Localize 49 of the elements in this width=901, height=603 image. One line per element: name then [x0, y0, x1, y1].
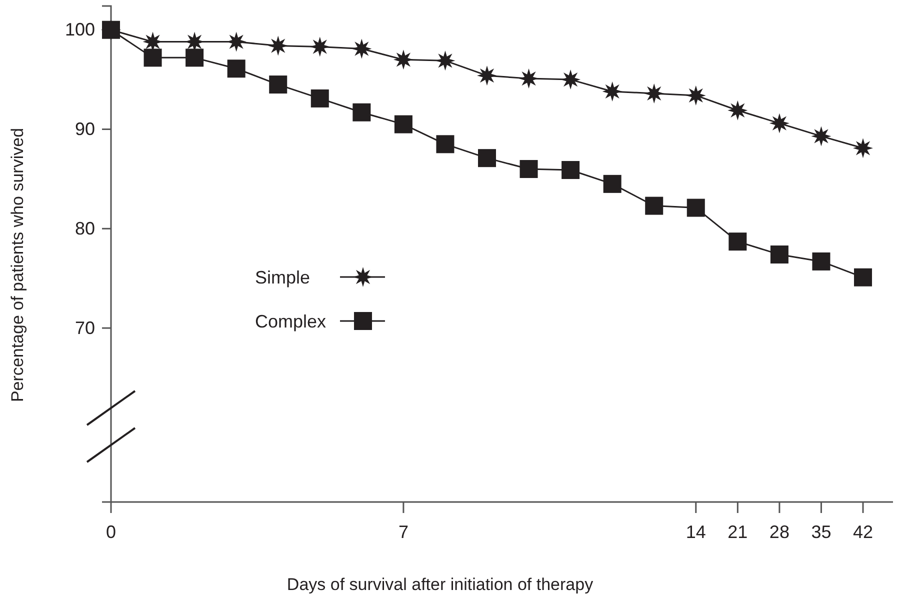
point	[728, 100, 748, 120]
point	[352, 103, 371, 122]
y-tick-label: 70	[74, 318, 95, 338]
point	[478, 149, 496, 168]
point	[769, 113, 790, 134]
point	[436, 135, 454, 154]
point	[186, 48, 204, 67]
point	[268, 36, 288, 56]
x-tick-label: 21	[728, 522, 748, 542]
point	[393, 50, 414, 70]
point	[645, 196, 664, 215]
point	[686, 198, 705, 217]
x-axis-title: Days of survival after initiation of therapy	[286, 575, 594, 594]
point	[686, 85, 706, 106]
point	[728, 232, 747, 251]
point	[644, 83, 664, 104]
point	[562, 161, 580, 180]
point	[811, 126, 832, 146]
y-tick-label: 90	[74, 119, 95, 140]
x-tick-label: 0	[106, 522, 116, 542]
point	[477, 66, 497, 86]
point	[602, 81, 622, 102]
y-axis-title: Percentage of patients who survived	[8, 128, 27, 402]
x-tick-label: 14	[686, 522, 706, 542]
legend-label: Complex	[255, 311, 326, 332]
point	[853, 138, 873, 158]
point	[269, 76, 288, 94]
point	[102, 20, 120, 39]
point	[310, 36, 330, 57]
point	[352, 38, 372, 59]
x-tick-label: 28	[769, 522, 790, 542]
y-tick-label: 100	[64, 20, 95, 40]
point	[435, 50, 456, 71]
point	[520, 160, 538, 178]
y-tick-label: 80	[74, 218, 95, 238]
legend-label: Simple	[255, 267, 310, 288]
point	[560, 70, 581, 90]
point	[854, 268, 872, 286]
x-tick-label: 42	[852, 522, 874, 542]
x-tick-label: 35	[811, 522, 832, 542]
point	[518, 68, 539, 89]
point	[144, 48, 162, 67]
point	[812, 252, 830, 270]
point	[770, 245, 788, 264]
point	[227, 60, 246, 78]
point	[310, 89, 329, 108]
point	[394, 115, 412, 134]
x-tick-label: 7	[398, 522, 408, 542]
point	[603, 174, 622, 193]
